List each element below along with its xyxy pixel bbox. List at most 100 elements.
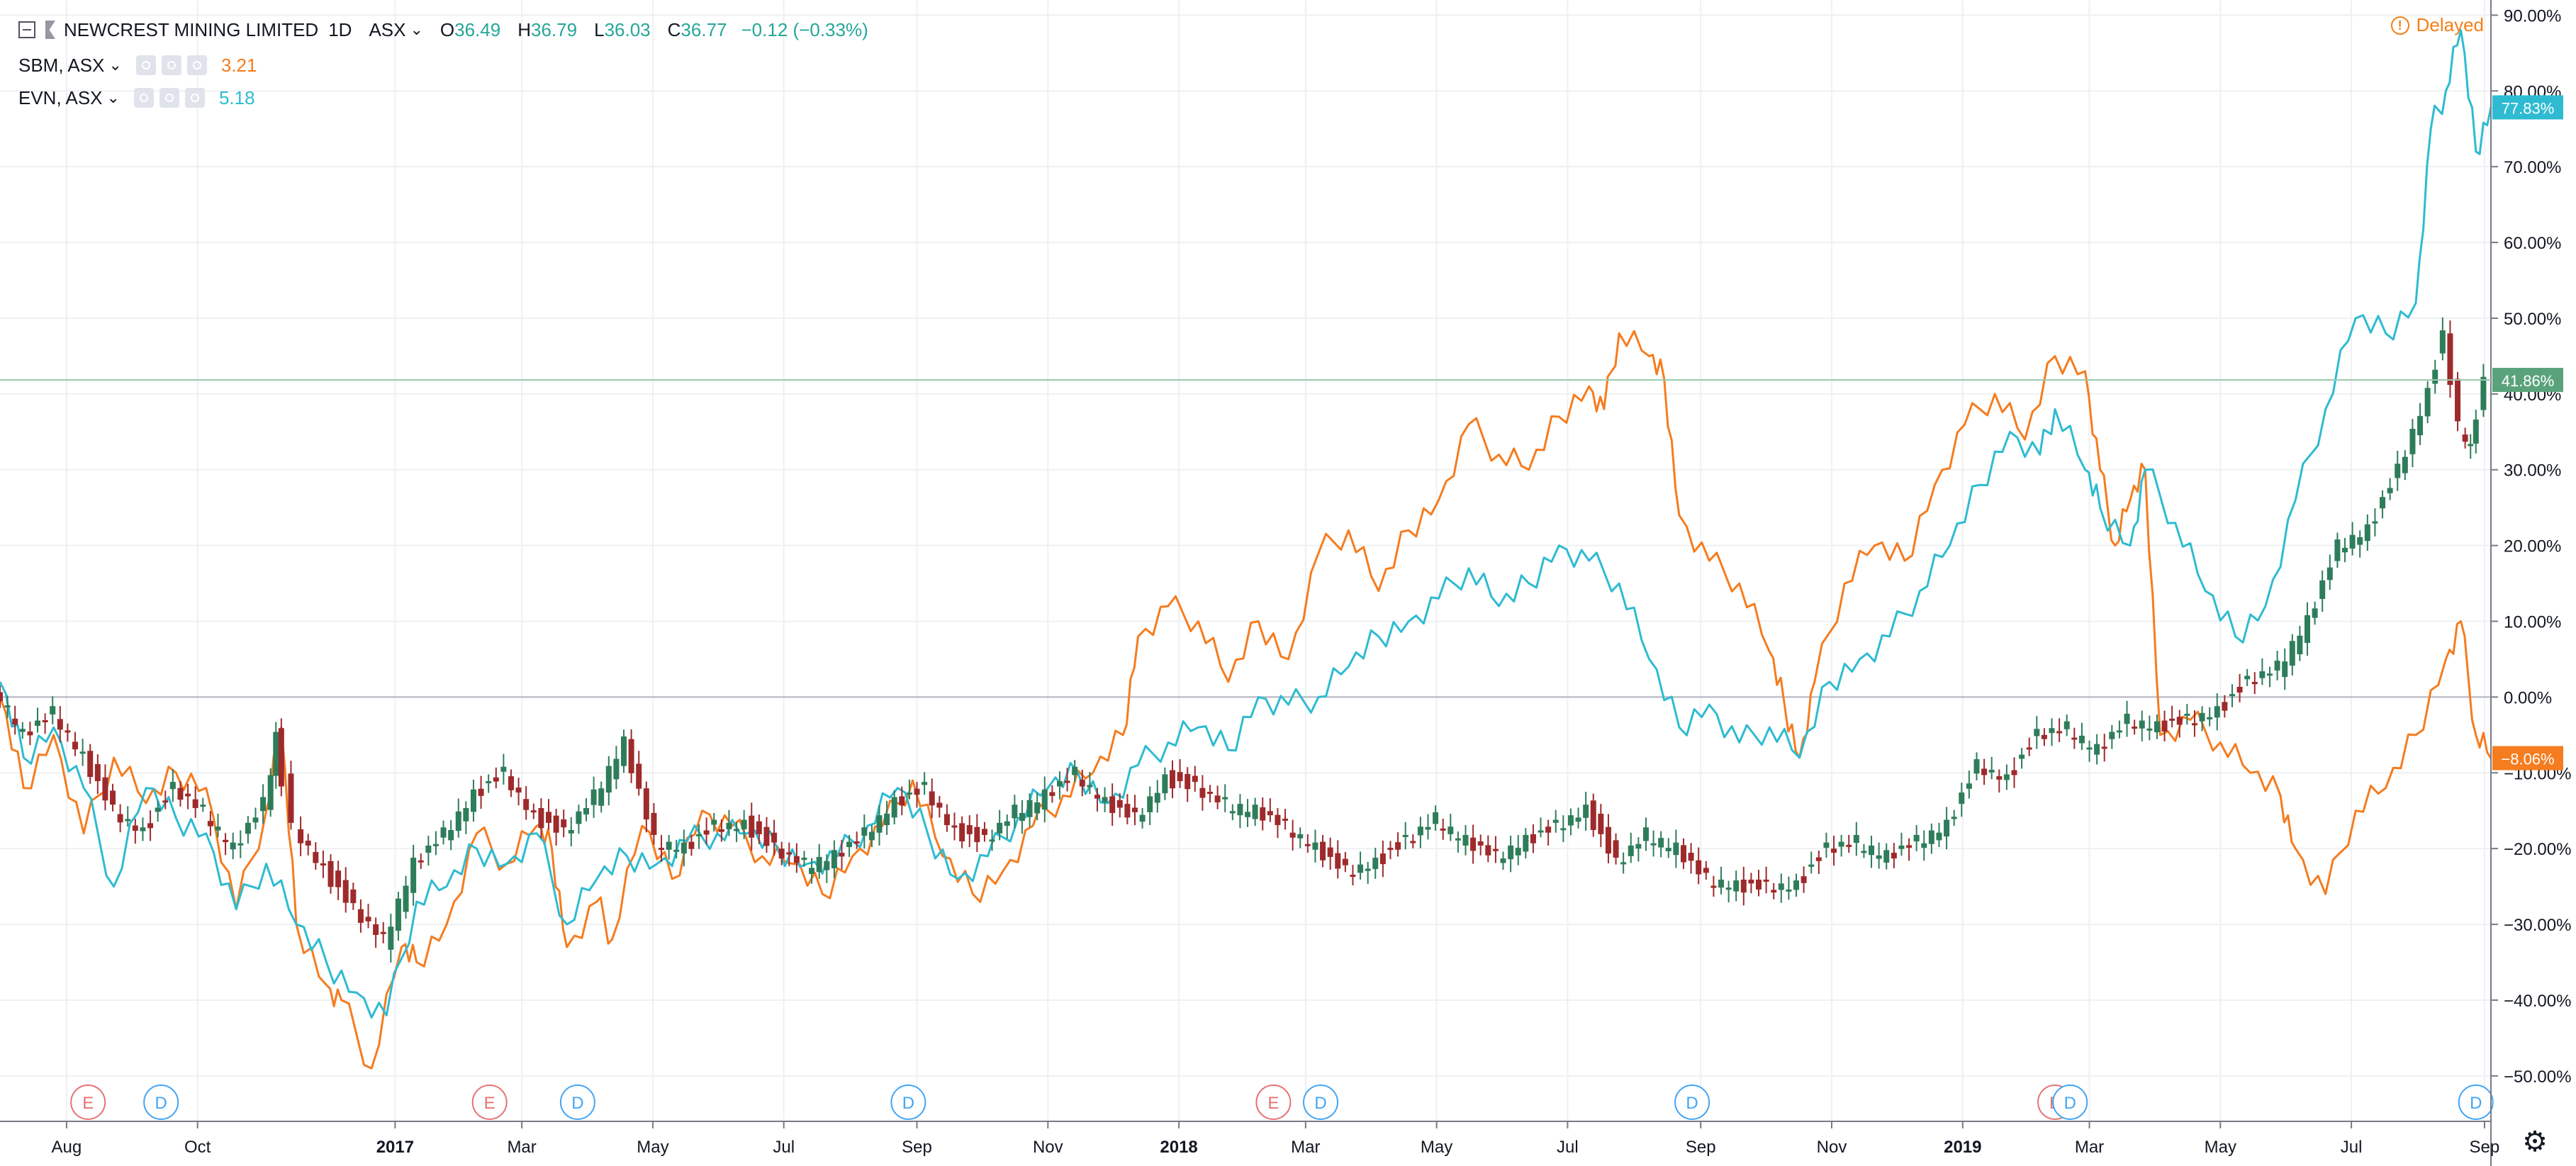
candle-body-33	[245, 822, 251, 834]
price-axis[interactable]: 90.00%80.00%70.00%60.00%50.00%40.00%30.0…	[2490, 0, 2571, 1166]
compare-legend-sbm[interactable]: SBM, ASX ⌄ 3.21	[18, 51, 257, 79]
candle-body-297	[2229, 694, 2235, 697]
eye-icon[interactable]	[133, 88, 154, 108]
badge-bg-0	[2492, 95, 2563, 120]
event-circle-6[interactable]	[1303, 1084, 1339, 1120]
candle-body-283	[2124, 713, 2130, 724]
candle-body-171	[1282, 818, 1289, 821]
close-icon[interactable]	[184, 88, 205, 108]
candle-body-180	[1350, 875, 1356, 878]
event-marker-1[interactable]: D	[143, 1084, 179, 1120]
event-circle-7[interactable]	[1674, 1084, 1710, 1120]
candle-body-150	[1124, 804, 1131, 818]
candle-body-87	[651, 812, 657, 835]
candle-body-118	[884, 814, 890, 826]
candle-body-62	[463, 808, 469, 822]
candle-body-77	[576, 811, 582, 824]
candle-body-63	[470, 789, 476, 812]
candle-body-199	[1492, 848, 1499, 851]
event-marker-0[interactable]: E	[70, 1084, 106, 1120]
candle-body-326	[2447, 333, 2453, 386]
compare-symbol[interactable]: EVN, ASX	[18, 86, 103, 108]
candle-body-185	[1387, 848, 1394, 851]
candle-body-133	[997, 822, 1003, 834]
candle-body-312	[2342, 547, 2348, 553]
low-label: L	[594, 18, 605, 40]
badge-bg-2	[2492, 746, 2563, 770]
event-circle-5[interactable]	[1255, 1084, 1292, 1120]
candle-body-315	[2364, 524, 2370, 542]
candle-body-177	[1327, 847, 1333, 857]
event-label-0: E	[82, 1094, 94, 1113]
candle-body-322	[2417, 415, 2424, 436]
candle-body-130	[974, 826, 980, 843]
candle-body-9	[65, 730, 71, 733]
candle-body-3	[19, 729, 26, 732]
event-circle-10[interactable]	[2458, 1084, 2494, 1120]
event-marker-3[interactable]: D	[559, 1084, 595, 1120]
time-axis[interactable]: Aug Oct 2017 Mar May Jul Sep Nov 2018 Mar May Jul Se…	[0, 1121, 2499, 1157]
event-marker-5[interactable]: E	[1255, 1084, 1292, 1120]
candle-body-49	[365, 916, 371, 921]
delayed-indicator[interactable]: ! Delayed	[2390, 14, 2484, 36]
event-marker-7[interactable]: D	[1674, 1084, 1710, 1120]
price-tick-label-2: 70.00%	[2504, 158, 2561, 177]
event-circle-2[interactable]	[471, 1084, 508, 1120]
candle-body-44	[327, 861, 334, 887]
candle-body-92	[688, 841, 695, 849]
time-tick-label-4: May	[637, 1138, 668, 1157]
event-circle-1[interactable]	[143, 1084, 179, 1120]
time-tick-label-11: Jul	[1557, 1138, 1579, 1157]
candle-body-232	[1740, 880, 1747, 893]
main-legend[interactable]: NEWCREST MINING LIMITED 1D ASX ⌄ O 36.49 …	[18, 16, 868, 44]
collapse-icon[interactable]	[18, 21, 35, 38]
time-tick-label-16: May	[2205, 1138, 2236, 1157]
chevron-down-icon[interactable]: ⌄	[106, 89, 120, 106]
time-tick-label-8: 2018	[1160, 1138, 1197, 1157]
candle-body-137	[1026, 800, 1033, 817]
settings-icon[interactable]	[161, 55, 181, 75]
candle-body-149	[1116, 800, 1123, 808]
price-tick-label-6: 30.00%	[2504, 461, 2561, 481]
candle-body-242	[1815, 857, 1822, 861]
candle-body-153	[1147, 796, 1153, 812]
candle-body-174	[1304, 843, 1311, 846]
event-circle-4[interactable]	[890, 1084, 926, 1120]
compare-legend-evn[interactable]: EVN, ASX ⌄ 5.18	[18, 84, 255, 112]
event-circle-3[interactable]	[559, 1084, 595, 1120]
candle-body-219	[1642, 827, 1649, 841]
candle-body-107	[801, 858, 807, 861]
main-symbol[interactable]: NEWCREST MINING LIMITED	[64, 18, 319, 40]
candle-body-246	[1846, 844, 1852, 847]
compare-value: 5.18	[218, 86, 255, 108]
candle-body-72	[538, 808, 544, 829]
candle-body-210	[1575, 817, 1581, 822]
candle-body-145	[1087, 785, 1093, 787]
badge-bg-1	[2492, 367, 2563, 392]
candle-body-187	[1402, 834, 1409, 837]
event-circle-9[interactable]	[2052, 1084, 2088, 1120]
event-marker-2[interactable]: E	[471, 1084, 508, 1120]
close-icon[interactable]	[186, 55, 207, 75]
event-marker-6[interactable]: D	[1303, 1084, 1339, 1120]
chart-settings-icon[interactable]: ⚙	[2522, 1126, 2548, 1157]
candle-body-134	[1004, 821, 1010, 826]
event-marker-10[interactable]: D	[2458, 1084, 2494, 1120]
chevron-down-icon[interactable]: ⌄	[108, 56, 122, 74]
chart-events[interactable]: EDEDDEDDEDD	[70, 1084, 2494, 1120]
symbol-flag-icon[interactable]	[45, 21, 55, 39]
interval[interactable]: 1D	[328, 18, 352, 40]
close-label: C	[667, 18, 681, 40]
settings-icon[interactable]	[159, 88, 179, 108]
candle-body-195	[1462, 834, 1469, 846]
chevron-down-icon[interactable]: ⌄	[410, 21, 423, 38]
event-marker-9[interactable]: D	[2052, 1084, 2088, 1120]
eye-icon[interactable]	[135, 55, 156, 75]
event-circle-0[interactable]	[70, 1084, 106, 1120]
exchange[interactable]: ASX	[369, 18, 406, 40]
candle-body-93	[696, 834, 702, 836]
compare-symbol[interactable]: SBM, ASX	[18, 54, 105, 76]
event-marker-4[interactable]: D	[890, 1084, 926, 1120]
candle-body-65	[486, 781, 492, 784]
